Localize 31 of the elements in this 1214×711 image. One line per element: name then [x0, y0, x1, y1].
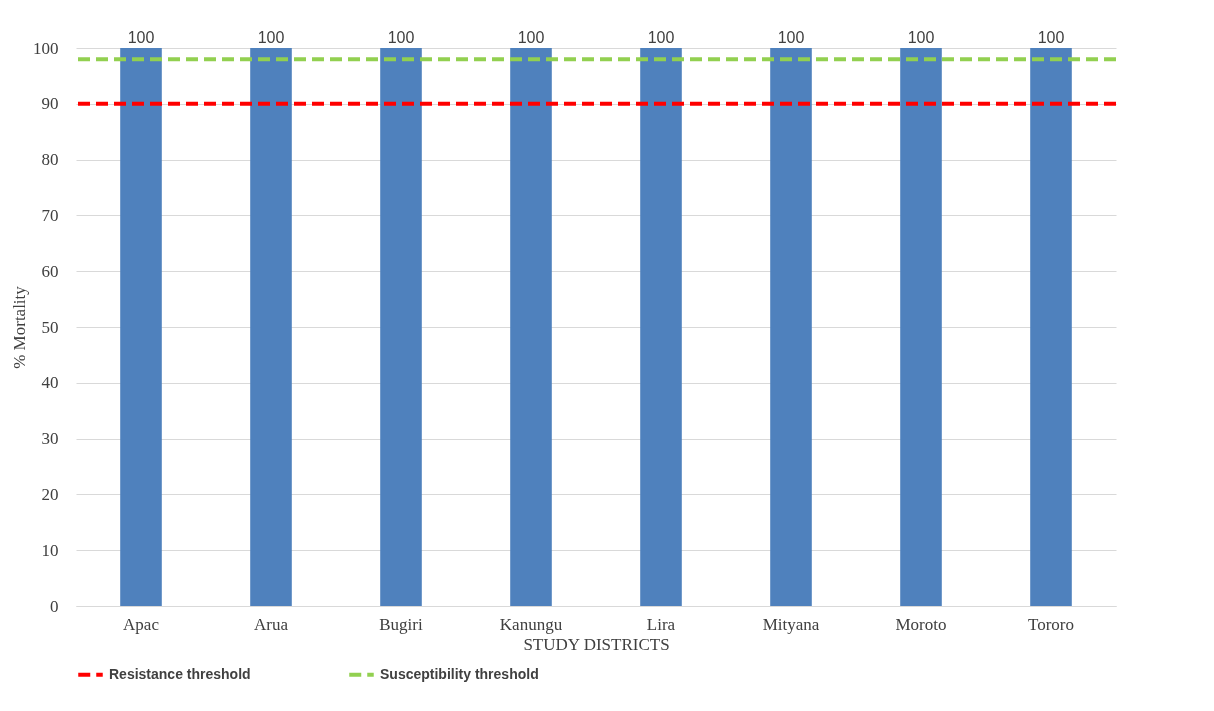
- y-tick-label: 70: [41, 205, 59, 225]
- y-tick-label: 100: [33, 38, 59, 58]
- y-tick-label: 10: [41, 540, 59, 560]
- x-tick-label: Arua: [254, 614, 289, 634]
- x-tick-label: Apac: [123, 614, 160, 634]
- data-label: 100: [257, 29, 285, 46]
- y-tick-label: 90: [41, 94, 59, 114]
- legend-label: Susceptibility threshold: [380, 665, 539, 682]
- data-label: 100: [127, 29, 155, 46]
- y-tick-label: 80: [41, 150, 59, 170]
- data-label: 100: [517, 29, 545, 46]
- data-label: 100: [1037, 29, 1065, 46]
- x-tick-label: Tororo: [1027, 614, 1075, 634]
- x-tick-label: Kanungu: [499, 614, 563, 634]
- y-tick-label: 50: [41, 317, 59, 337]
- x-tick-label: Bugiri: [379, 614, 423, 634]
- data-label: 100: [907, 29, 935, 46]
- x-tick-label: Mityana: [762, 614, 820, 634]
- data-label: 100: [777, 29, 805, 46]
- y-tick-label: 60: [41, 261, 59, 281]
- y-tick-label: 20: [41, 484, 59, 504]
- x-tick-label: Moroto: [895, 614, 947, 634]
- x-tick-label: Lira: [646, 614, 676, 634]
- y-axis-title: % Mortality: [10, 285, 29, 369]
- y-tick-label: 0: [50, 596, 59, 616]
- x-axis-title: STUDY DISTRICTS: [523, 634, 670, 654]
- data-label: 100: [387, 29, 415, 46]
- legend-label: Resistance threshold: [109, 665, 251, 682]
- data-label: 100: [647, 29, 675, 46]
- y-tick-label: 40: [41, 373, 59, 393]
- y-tick-label: 30: [41, 429, 59, 449]
